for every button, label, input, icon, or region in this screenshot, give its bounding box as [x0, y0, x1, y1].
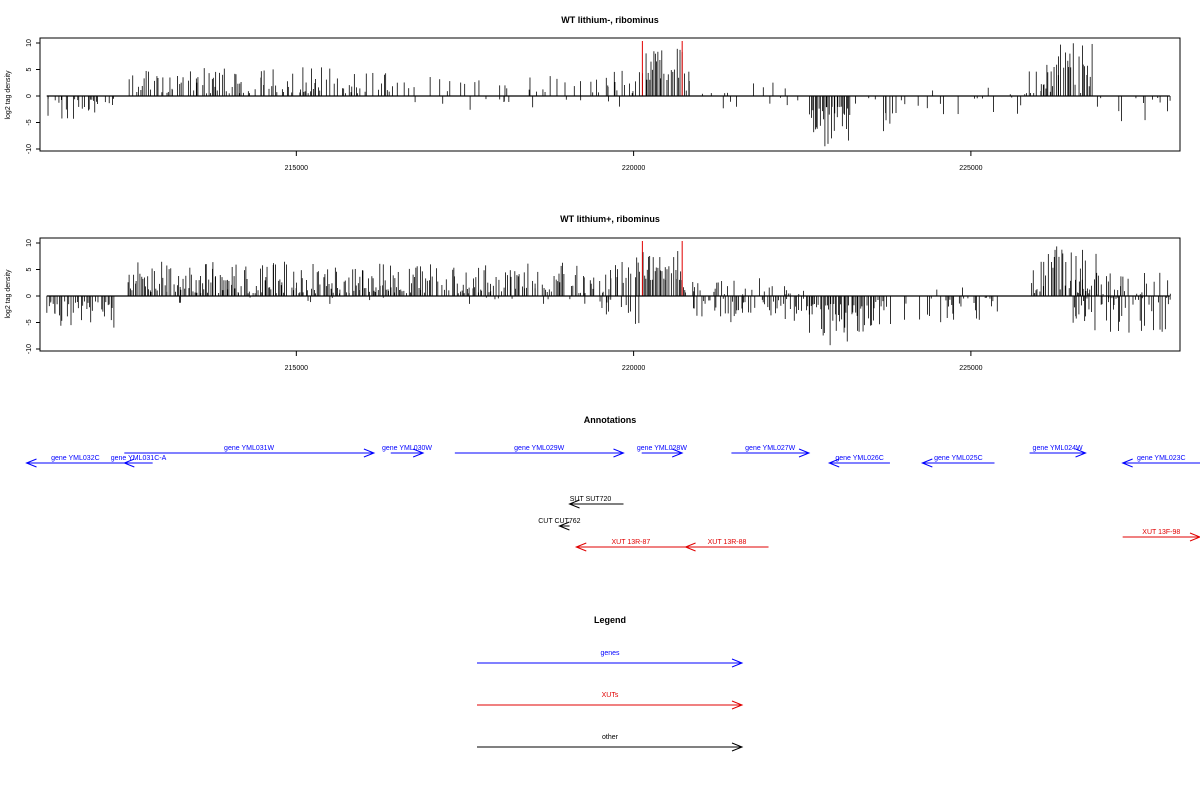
feature-label: gene YML023C — [1137, 455, 1186, 462]
feature-label: gene YML029W — [514, 445, 564, 452]
y-tick-label: 5 — [26, 267, 33, 271]
feature-xut: XUT 13R-87 — [574, 539, 686, 552]
feature-label: XUT 13F-98 — [1142, 529, 1180, 536]
legend-item: genes — [477, 650, 744, 668]
feature-label: gene YML030W — [382, 445, 432, 452]
y-tick-label: 5 — [26, 67, 33, 71]
feature-label: gene YML026C — [835, 455, 884, 462]
legend-title: Legend — [594, 615, 626, 625]
legend-label: other — [602, 734, 619, 741]
y-tick-label: 10 — [26, 39, 33, 47]
feature-other: CUT CUT762 — [538, 518, 581, 531]
x-tick-label: 215000 — [285, 165, 308, 172]
plot-frame — [39, 37, 1181, 152]
legend-label: genes — [600, 650, 620, 657]
y-tick-label: 0 — [26, 94, 33, 98]
feature-gene: gene YML023C — [1121, 455, 1200, 468]
feature-label: XUT 13R-87 — [612, 539, 651, 546]
x-tick-label: 220000 — [622, 365, 645, 372]
y-tick-label: 0 — [26, 294, 33, 298]
x-tick-label: 225000 — [959, 165, 982, 172]
annotations-panel: Annotations gene YML032C gene YML031C-A ge… — [25, 415, 1200, 552]
feature-label: gene YML028W — [637, 445, 687, 452]
feature-xut: XUT 13R-88 — [684, 539, 769, 552]
feature-label: gene YML031W — [224, 445, 274, 452]
feature-gene: gene YML031C-A — [111, 455, 167, 468]
feature-xut: XUT 13F-98 — [1122, 529, 1200, 542]
track-panel-lithium-minus: WT lithium-, ribominus log2 tag density … — [5, 15, 1181, 172]
plot-frame — [39, 237, 1181, 352]
y-tick-label: -5 — [26, 119, 33, 125]
feature-label: CUT CUT762 — [538, 518, 580, 525]
feature-gene: gene YML029W — [454, 445, 625, 458]
x-tick-label: 225000 — [959, 365, 982, 372]
y-axis-label: log2 tag density — [5, 269, 12, 319]
y-tick-label: -10 — [26, 144, 33, 154]
legend-item: other — [477, 734, 744, 752]
feature-gene: gene YML030W — [382, 445, 432, 458]
feature-gene: gene YML028W — [637, 445, 687, 458]
feature-gene: gene YML032C — [25, 455, 125, 468]
y-tick-label: 10 — [26, 239, 33, 247]
legend-label: XUTs — [602, 692, 619, 699]
track-panel-lithium-plus: WT lithium+, ribominus log2 tag density … — [5, 214, 1181, 372]
legend: Legend genes XUTs other — [477, 615, 744, 752]
y-tick-label: -5 — [26, 319, 33, 325]
feature-label: XUT 13R-88 — [708, 539, 747, 546]
y-axis-label: log2 tag density — [5, 70, 12, 120]
annotations-title: Annotations — [584, 415, 637, 425]
feature-label: gene YML027W — [745, 445, 795, 452]
y-tick-label: -10 — [26, 344, 33, 354]
feature-label: gene YML025C — [934, 455, 983, 462]
feature-label: SUT SUT720 — [570, 496, 612, 503]
x-tick-label: 215000 — [285, 365, 308, 372]
feature-gene: gene YML027W — [731, 445, 811, 458]
feature-other: SUT SUT720 — [568, 496, 624, 509]
feature-label: gene YML024W — [1033, 445, 1083, 452]
panel-title: WT lithium+, ribominus — [560, 214, 660, 224]
feature-gene: gene YML026C — [827, 455, 890, 468]
x-tick-label: 220000 — [622, 165, 645, 172]
feature-gene: gene YML031W — [124, 445, 376, 458]
feature-gene: gene YML024W — [1029, 445, 1087, 458]
panel-title: WT lithium-, ribominus — [561, 15, 659, 25]
feature-gene: gene YML025C — [920, 455, 995, 468]
feature-label: gene YML032C — [51, 455, 100, 462]
legend-item: XUTs — [477, 692, 744, 710]
feature-label: gene YML031C-A — [111, 455, 167, 462]
